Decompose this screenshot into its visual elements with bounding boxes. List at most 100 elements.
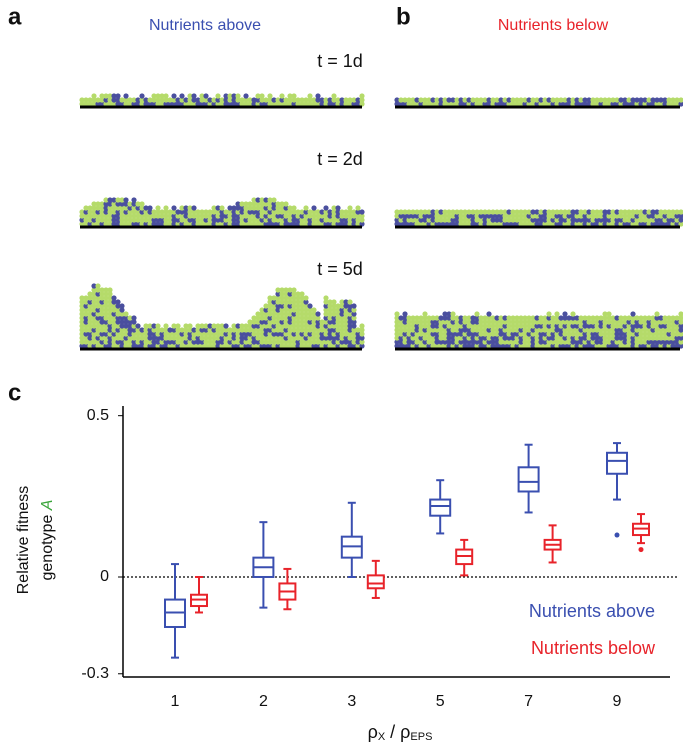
cell (339, 335, 345, 341)
cell (259, 205, 265, 211)
cell (534, 209, 540, 215)
cell (626, 221, 632, 227)
cell (111, 295, 117, 301)
cell (614, 221, 620, 227)
cell (434, 343, 440, 349)
cell (331, 97, 337, 103)
cell (139, 101, 145, 107)
cell (678, 213, 683, 219)
cell (199, 213, 205, 219)
cell (203, 343, 209, 349)
y-axis-label: Relative fitness (15, 486, 32, 595)
cell (267, 93, 273, 99)
cell (163, 217, 169, 223)
cell (287, 339, 293, 345)
cell (670, 213, 676, 219)
cell (438, 319, 444, 325)
cell (534, 101, 540, 107)
cell (398, 209, 404, 215)
cell (307, 339, 313, 345)
cell (622, 217, 628, 223)
cell (147, 323, 153, 329)
cell (327, 307, 333, 313)
cell (251, 339, 257, 345)
cell (179, 205, 185, 211)
cell (638, 319, 644, 325)
cell (83, 303, 89, 309)
cell (482, 323, 488, 329)
cell (590, 319, 596, 325)
cell (482, 319, 488, 325)
cell (179, 93, 185, 99)
cell (454, 209, 460, 215)
cell (434, 339, 440, 345)
x-tick-label: 3 (347, 693, 356, 710)
box (517, 466, 540, 493)
cell (566, 97, 572, 103)
cell (211, 213, 217, 219)
cell (574, 101, 580, 107)
cell (534, 335, 540, 341)
cell (586, 339, 592, 345)
cell (107, 327, 113, 333)
cell (243, 327, 249, 333)
cell (598, 209, 604, 215)
cell (630, 331, 636, 337)
cell (155, 93, 161, 99)
cell (115, 327, 121, 333)
cell (131, 319, 137, 325)
cell (291, 221, 297, 227)
panel-title: Nutrients above (149, 17, 261, 34)
cell (335, 209, 341, 215)
cell (347, 101, 353, 107)
cell (442, 315, 448, 321)
cell (311, 339, 317, 345)
cell (263, 315, 269, 321)
cell (135, 205, 141, 211)
cell (666, 335, 672, 341)
cell (195, 209, 201, 215)
cell (351, 221, 357, 227)
cell (223, 217, 229, 223)
cell (526, 209, 532, 215)
y-tick-label: 0.5 (87, 407, 109, 424)
outlier (614, 532, 620, 538)
cell (590, 331, 596, 337)
cell (95, 335, 101, 341)
cell (315, 343, 321, 349)
cell (586, 343, 592, 349)
cell (502, 331, 508, 337)
cell (530, 213, 536, 219)
cell (410, 315, 416, 321)
cell (562, 327, 568, 333)
cell (155, 335, 161, 341)
cell (119, 101, 125, 107)
cell (622, 97, 628, 103)
cell (167, 221, 173, 227)
cell (470, 331, 476, 337)
cell (650, 343, 656, 349)
cell (518, 343, 524, 349)
cell (534, 327, 540, 333)
cell (502, 213, 508, 219)
cell (227, 101, 233, 107)
cell (470, 327, 476, 333)
cell (83, 295, 89, 301)
cell (574, 327, 580, 333)
cell (566, 331, 572, 337)
cell (259, 331, 265, 337)
cell (642, 221, 648, 227)
cell (235, 101, 241, 107)
cell (566, 315, 572, 321)
cell (678, 339, 683, 345)
cell (83, 315, 89, 321)
cell (343, 319, 349, 325)
cell (658, 331, 664, 337)
cell (287, 217, 293, 223)
cell (454, 101, 460, 107)
cell (502, 97, 508, 103)
cell (450, 335, 456, 341)
cell (351, 335, 357, 341)
cell (263, 97, 269, 103)
cell (275, 315, 281, 321)
